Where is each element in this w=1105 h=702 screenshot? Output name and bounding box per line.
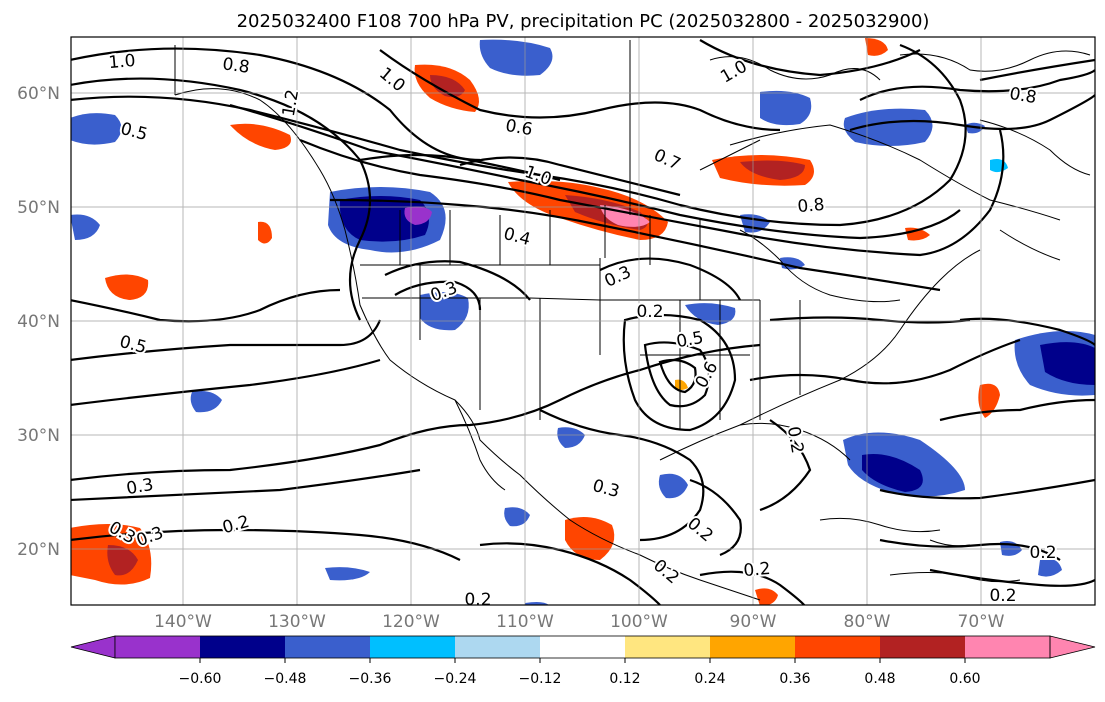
colorbar-segment	[115, 636, 200, 658]
precip-positive-shading	[71, 38, 1000, 605]
colorbar-tick-label: −0.60	[179, 671, 222, 687]
map-frame	[70, 36, 1096, 606]
colorbar-segment	[1049, 635, 1096, 659]
lon-label: 120°W	[382, 612, 440, 632]
lat-label: 30°N	[17, 426, 60, 446]
colorbar-segment	[455, 636, 540, 658]
map-area: 1.0 0.81.21.00.60.71.00.80.50.81.00.40.30…	[70, 36, 1096, 612]
colorbar-tick-label: −0.12	[519, 671, 562, 687]
longitude-labels: 140°W 130°W 120°W 110°W 100°W 90°W 80°W …	[154, 612, 1005, 632]
colorbar-segment	[965, 636, 1050, 658]
gridlines	[71, 37, 1095, 605]
contour-label: 0.2	[636, 302, 663, 322]
latitude-labels: 60°N 50°N 40°N 30°N 20°N	[17, 84, 60, 560]
colorbar-tick-label: −0.24	[434, 671, 477, 687]
pv-contours	[71, 39, 1095, 605]
colorbar-tick-label: 0.48	[864, 671, 895, 687]
colorbar-segment	[370, 636, 455, 658]
colorbar-segment	[70, 635, 116, 659]
colorbar-segment	[795, 636, 880, 658]
lat-label: 40°N	[17, 312, 60, 332]
lon-label: 140°W	[154, 612, 212, 632]
precip-negative-shading	[71, 39, 1095, 605]
lon-label: 90°W	[730, 612, 777, 632]
colorbar-tick-label: −0.36	[349, 671, 392, 687]
lon-label: 70°W	[958, 612, 1005, 632]
colorbar-tick-label: 0.12	[609, 671, 640, 687]
colorbar-segment	[880, 636, 965, 658]
map-title: 2025032400 F108 700 hPa PV, precipitatio…	[237, 11, 930, 32]
contour-label: 1.2	[279, 88, 303, 118]
lon-label: 110°W	[496, 612, 554, 632]
contour-label: 0.3	[125, 475, 155, 499]
lat-label: 60°N	[17, 84, 60, 104]
contour-label: 0.8	[797, 195, 826, 217]
lat-label: 50°N	[17, 198, 60, 218]
colorbar-tick-labels: −0.60 −0.48 −0.36 −0.24 −0.12 0.12 0.24 …	[179, 671, 981, 687]
contour-label: 0.2	[743, 559, 772, 581]
colorbar-segment	[285, 636, 370, 658]
colorbar-segment	[710, 636, 795, 658]
colorbar	[70, 635, 1096, 663]
lon-label: 80°W	[844, 612, 891, 632]
lat-label: 20°N	[17, 540, 60, 560]
colorbar-tick-label: 0.36	[779, 671, 810, 687]
lon-label: 100°W	[610, 612, 668, 632]
colorbar-segment	[625, 636, 710, 658]
lon-label: 130°W	[268, 612, 326, 632]
contour-label: 0.8	[221, 54, 251, 78]
colorbar-tick-label: 0.24	[694, 671, 725, 687]
colorbar-outline	[114, 635, 1051, 659]
contour-label: 0.2	[989, 586, 1016, 606]
contour-label: 0.2	[1029, 543, 1056, 563]
colorbar-segment	[540, 636, 625, 658]
colorbar-tick-label: −0.48	[264, 671, 307, 687]
colorbar-tick-label: 0.60	[949, 671, 980, 687]
contour-label: 1.0	[108, 51, 137, 73]
contour-label: 0.2	[464, 590, 491, 610]
colorbar-segment	[200, 636, 285, 658]
